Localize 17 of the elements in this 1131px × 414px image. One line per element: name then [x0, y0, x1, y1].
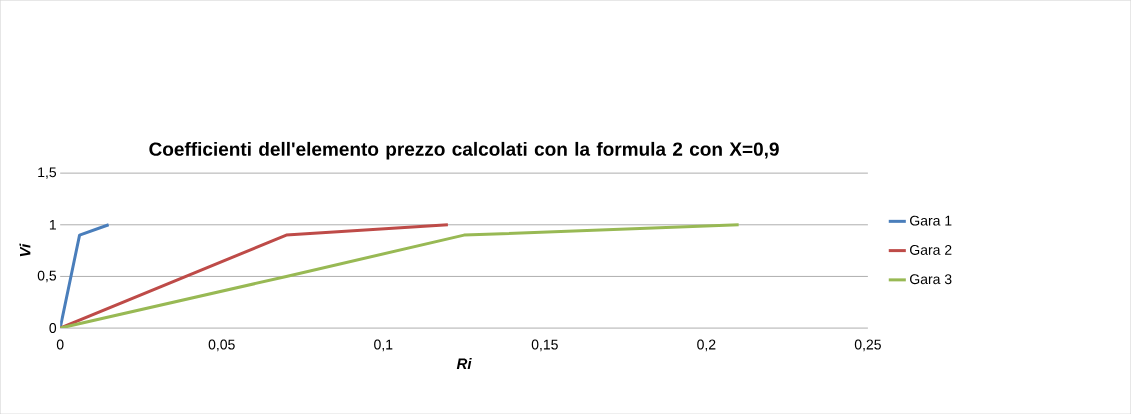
- legend-label: Gara 1: [910, 215, 952, 226]
- y-axis-title: Vi: [19, 243, 31, 257]
- x-tick-label: 0: [56, 339, 64, 350]
- y-tick-label: 0,5: [37, 270, 57, 283]
- x-axis-title: Ri: [456, 357, 472, 369]
- legend-label: Gara 2: [910, 244, 952, 255]
- y-tick-label: 1,5: [38, 167, 57, 179]
- x-tick-label: 0,05: [208, 339, 235, 352]
- legend-label: Gara 3: [910, 274, 952, 285]
- line-series: [60, 223, 741, 328]
- x-tick-label: 0,1: [374, 339, 393, 352]
- x-tick-label: 0,15: [531, 339, 558, 352]
- y-tick-label: 0: [49, 322, 57, 333]
- chart-title: Coefficienti dell'elemento prezzo calcolati con la formula 2 con X=0,9: [149, 141, 779, 160]
- y-tick-label: 1: [49, 219, 56, 230]
- x-tick-label: 0,25: [854, 339, 881, 352]
- x-tick-label: 0,2: [697, 339, 716, 352]
